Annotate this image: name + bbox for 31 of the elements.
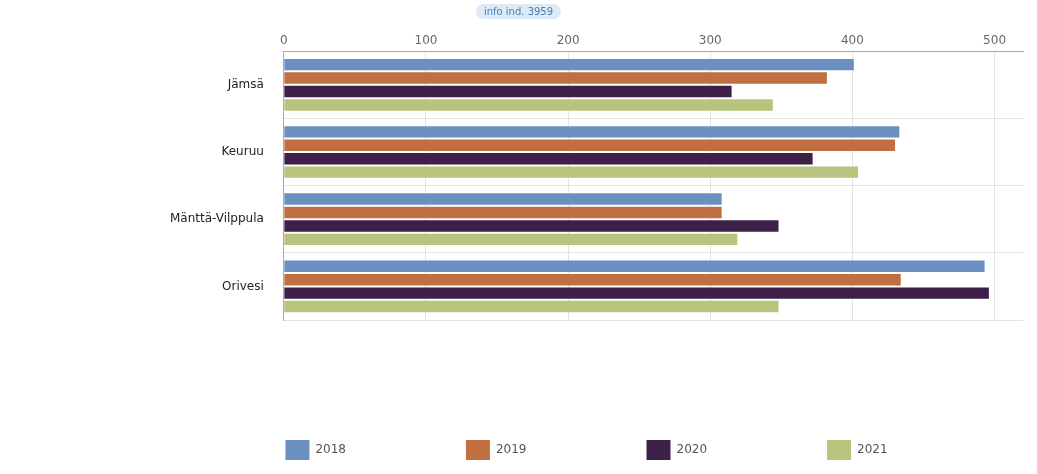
legend-label: 2021	[857, 442, 888, 457]
x-tick-label: 0	[280, 33, 288, 48]
bar	[284, 58, 854, 71]
bar	[284, 166, 859, 178]
x-tick-label: 200	[556, 33, 580, 48]
x-tick-label: 100	[414, 33, 438, 48]
bar	[284, 193, 722, 205]
bar	[284, 153, 813, 165]
bar	[284, 260, 985, 272]
legend-label: 2020	[676, 442, 708, 457]
y-tick-label: Keuruu	[221, 144, 264, 159]
bar	[284, 139, 896, 151]
legend-label: 2019	[495, 442, 527, 457]
bar	[284, 85, 732, 98]
y-tick-label: Mänttä-Vilppula	[170, 211, 264, 226]
chart-subtitle: info ind. 3959	[475, 4, 562, 19]
bar	[284, 300, 779, 313]
bar	[284, 273, 901, 286]
legend-label: 2018	[315, 442, 346, 457]
x-tick-label: 400	[840, 33, 864, 48]
bar	[284, 126, 900, 138]
bar	[284, 206, 722, 219]
bar	[284, 233, 738, 246]
bar	[284, 72, 827, 84]
y-tick-label: Jämsä	[226, 76, 264, 91]
bar	[284, 287, 989, 299]
bar	[284, 220, 779, 232]
bar	[284, 99, 773, 111]
x-tick-label: 500	[983, 33, 1007, 48]
x-tick-label: 300	[698, 33, 722, 48]
y-tick-label: Orivesi	[222, 278, 264, 293]
